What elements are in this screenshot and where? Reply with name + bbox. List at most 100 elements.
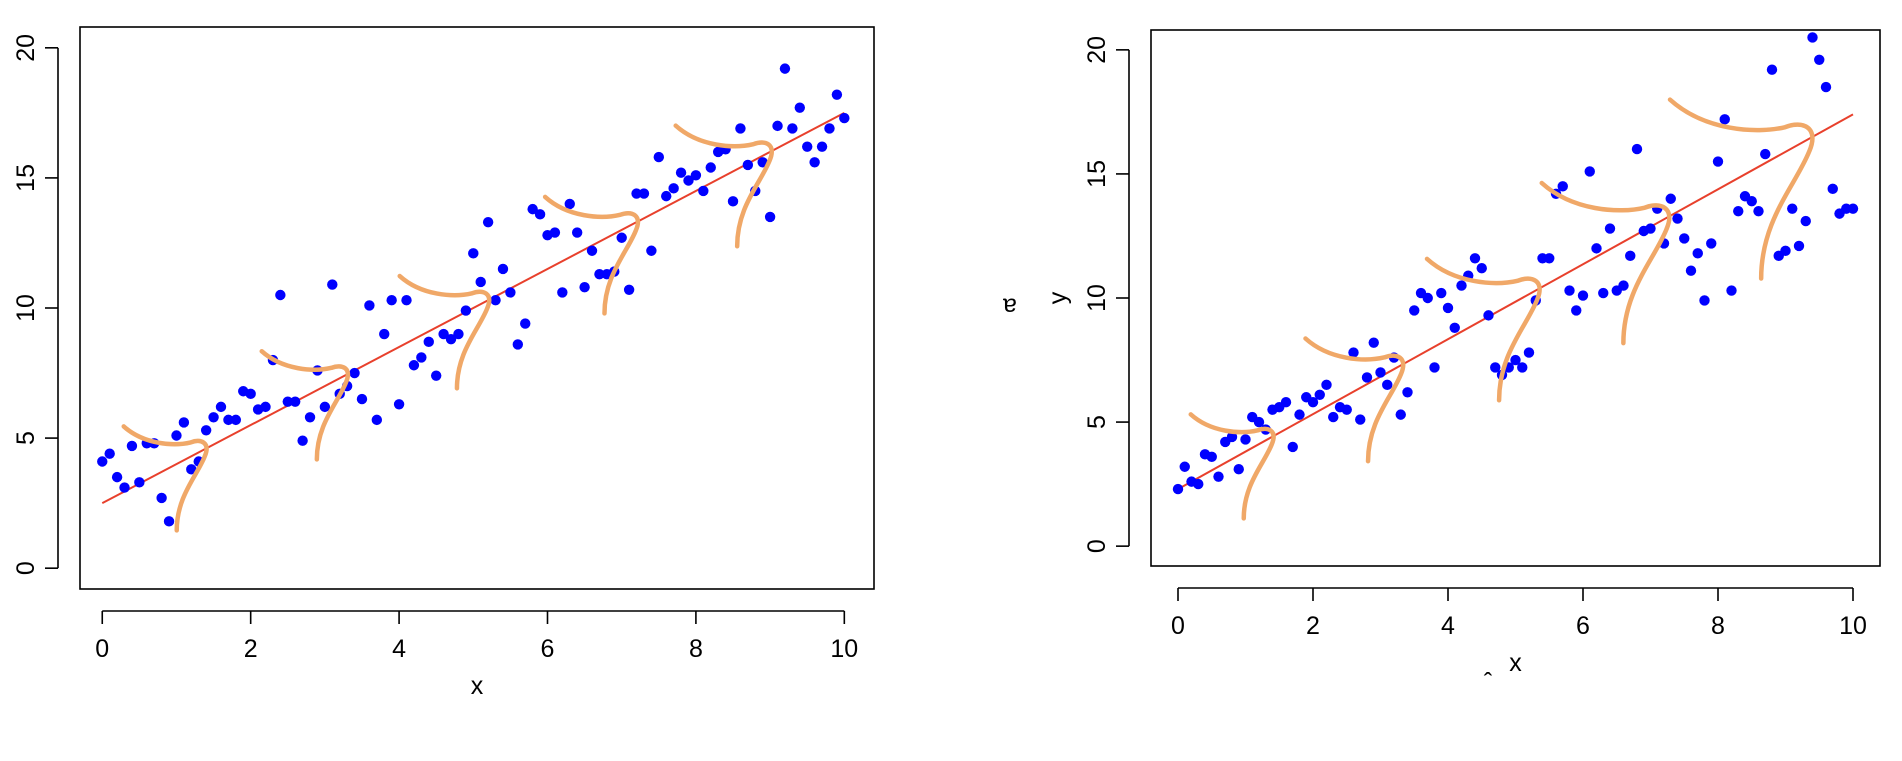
data-point: [327, 279, 338, 290]
data-point: [1449, 322, 1460, 333]
data-point: [1233, 464, 1244, 475]
data-point: [794, 102, 805, 113]
data-point: [1375, 367, 1386, 378]
data-point: [1226, 431, 1238, 443]
data-point: [319, 401, 331, 413]
data-point: [371, 414, 383, 426]
data-point: [675, 167, 687, 178]
data-point: [223, 414, 234, 426]
data-point: [1179, 461, 1190, 472]
data-point: [1685, 265, 1697, 276]
data-point: [1598, 287, 1609, 299]
data-point: [453, 328, 464, 340]
data-point: [104, 448, 115, 459]
data-point: [661, 190, 672, 202]
data-point: [379, 328, 390, 340]
data-point: [1719, 114, 1730, 125]
data-point: [1523, 347, 1535, 358]
x-tick-label: 0: [95, 635, 109, 663]
data-point: [742, 159, 754, 171]
data-point: [1361, 372, 1373, 383]
data-point: [1321, 379, 1332, 391]
data-point: [1564, 285, 1575, 296]
data-point: [705, 162, 716, 173]
data-point: [1314, 389, 1325, 400]
data-point: [497, 263, 509, 275]
data-point: [200, 425, 212, 436]
data-point: [1800, 215, 1811, 227]
distribution-curve: [121, 424, 209, 533]
data-point: [445, 334, 457, 345]
data-point: [802, 141, 813, 152]
distribution-curve: [1303, 336, 1406, 464]
data-point: [668, 183, 679, 194]
data-point: [178, 417, 190, 428]
plot-area: [97, 63, 850, 527]
data-point: [564, 198, 575, 210]
data-point: [787, 123, 798, 134]
data-point: [1490, 362, 1501, 373]
data-point: [1712, 156, 1724, 167]
x-tick-label: 10: [1839, 612, 1867, 640]
data-point: [1476, 263, 1487, 274]
data-point: [1280, 397, 1292, 408]
data-point: [289, 396, 301, 407]
y-tick-label: 0: [12, 561, 40, 575]
x-tick-label: 10: [830, 635, 858, 663]
data-point: [1355, 414, 1366, 425]
distribution-curve: [259, 348, 351, 462]
data-point: [208, 412, 219, 423]
data-point: [215, 401, 227, 413]
data-point: [393, 399, 405, 410]
data-point: [534, 209, 546, 220]
x-tick-label: 0: [1171, 612, 1185, 640]
data-point: [809, 157, 820, 168]
y-tick-label: 10: [1083, 284, 1111, 312]
x-tick-label: 2: [244, 635, 258, 663]
data-point: [1760, 148, 1771, 160]
chart-panel-left: 0 2 4 6 8 10 0 5 10 15 20 x: [12, 26, 875, 700]
data-point: [1341, 404, 1352, 415]
data-point: [1766, 64, 1778, 75]
distribution-curves: [1188, 97, 1815, 521]
data-point: [1395, 409, 1406, 420]
data-point: [126, 440, 138, 452]
data-point: [623, 284, 635, 295]
data-point: [1665, 193, 1676, 204]
y-axis-title: y: [1044, 291, 1072, 304]
data-point: [1746, 196, 1757, 207]
distribution-curve: [1188, 412, 1276, 521]
distribution-curve: [673, 123, 774, 249]
data-point: [1679, 233, 1690, 244]
distribution-curve: [1539, 180, 1672, 346]
data-point: [824, 123, 835, 134]
data-point: [1368, 337, 1379, 348]
data-point: [468, 248, 479, 259]
data-point: [1733, 205, 1744, 217]
data-point: [1240, 434, 1251, 445]
x-tick-label: 8: [689, 635, 703, 663]
data-point: [1307, 397, 1319, 408]
data-point: [594, 268, 605, 280]
data-point: [1699, 295, 1710, 306]
data-point: [512, 339, 524, 350]
data-point: [1348, 347, 1359, 358]
data-point: [1753, 205, 1764, 217]
data-point: [1544, 253, 1555, 264]
data-point: [460, 305, 472, 316]
data-point: [1382, 379, 1393, 391]
data-point: [1672, 213, 1683, 224]
data-point: [297, 435, 308, 446]
data-point: [401, 294, 412, 306]
x-axis-title: x: [471, 672, 484, 700]
data-point: [364, 300, 375, 311]
data-point: [1172, 483, 1184, 495]
data-point: [683, 175, 694, 186]
data-point: [230, 414, 242, 426]
data-point: [430, 370, 442, 381]
data-point: [1429, 362, 1440, 373]
data-point: [772, 120, 783, 132]
data-point: [571, 227, 583, 238]
data-point: [1517, 362, 1528, 373]
data-point: [423, 336, 434, 348]
